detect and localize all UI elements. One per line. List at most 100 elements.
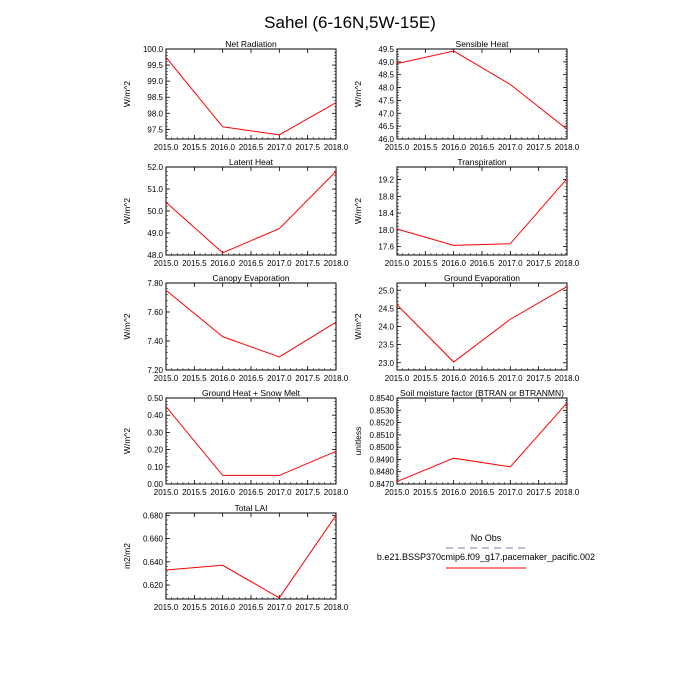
- series-line: [396, 286, 568, 363]
- series-line: [396, 402, 568, 483]
- panel-5: Canopy Evaporation 2015.0 2015.5 2016.0 2016…: [122, 273, 349, 383]
- panel-title: Latent Heat: [229, 157, 274, 167]
- series-line: [165, 171, 337, 254]
- y-tick-label: 7.60: [147, 308, 163, 317]
- x-tick-label: 2016.0: [210, 374, 235, 383]
- y-tick-label: 0.20: [147, 446, 163, 455]
- y-tick-label: 100.0: [143, 45, 164, 54]
- x-tick-label: 2017.0: [498, 488, 523, 497]
- y-tick-label: 49.0: [147, 229, 163, 238]
- y-tick-label: 18.0: [378, 226, 394, 235]
- x-tick-label: 2016.5: [239, 374, 264, 383]
- y-axis-label: W/m^2: [122, 81, 132, 107]
- x-tick-label: 2015.5: [182, 603, 207, 612]
- y-tick-label: 46.0: [378, 135, 394, 144]
- y-tick-label: 0.660: [143, 535, 164, 544]
- x-tick-label: 2017.5: [295, 603, 320, 612]
- x-tick-label: 2017.5: [295, 374, 320, 383]
- x-tick-label: 2016.5: [470, 143, 495, 152]
- panel-title: Total LAI: [234, 503, 267, 513]
- series-line: [396, 178, 568, 246]
- y-tick-label: 0.8480: [370, 468, 395, 477]
- y-tick-label: 25.0: [378, 286, 394, 295]
- x-tick-label: 2015.0: [154, 259, 179, 268]
- x-tick-label: 2015.0: [154, 143, 179, 152]
- x-tick-label: 2017.5: [526, 488, 551, 497]
- series-line: [165, 57, 337, 136]
- y-tick-label: 0.8510: [370, 431, 395, 440]
- x-tick-label: 2015.0: [385, 488, 410, 497]
- figure-title: Sahel (6-16N,5W-15E): [264, 13, 436, 32]
- panel-8: Soil moisture factor (BTRAN or BTRANMN) 2…: [353, 388, 580, 497]
- x-tick-label: 2017.5: [295, 143, 320, 152]
- x-tick-label: 2017.0: [267, 259, 292, 268]
- y-tick-label: 0.00: [147, 480, 163, 489]
- y-tick-label: 24.5: [378, 304, 394, 313]
- x-tick-label: 2016.0: [210, 143, 235, 152]
- y-tick-label: 17.6: [378, 243, 394, 252]
- x-tick-label: 2017.0: [267, 488, 292, 497]
- y-tick-label: 0.10: [147, 463, 163, 472]
- y-axis-label: W/m^2: [353, 198, 363, 224]
- x-tick-label: 2018.0: [555, 143, 580, 152]
- y-tick-label: 0.8470: [370, 480, 395, 489]
- y-axis-label: W/m^2: [122, 428, 132, 454]
- y-tick-label: 51.0: [147, 185, 163, 194]
- y-tick-label: 98.5: [147, 93, 163, 102]
- x-tick-label: 2018.0: [324, 143, 349, 152]
- y-tick-label: 18.4: [378, 209, 394, 218]
- y-tick-label: 49.5: [378, 45, 394, 54]
- panel-title: Net Radiation: [225, 39, 277, 49]
- x-tick-label: 2018.0: [324, 374, 349, 383]
- series-line: [165, 406, 337, 476]
- x-tick-label: 2016.0: [441, 259, 466, 268]
- x-tick-label: 2017.0: [498, 143, 523, 152]
- legend-label-model: b.e21.BSSP370cmip6.f09_g17.pacemaker_pac…: [377, 552, 595, 562]
- x-tick-label: 2015.5: [182, 143, 207, 152]
- panel-title: Canopy Evaporation: [212, 273, 289, 283]
- panel-frame: [165, 397, 337, 485]
- x-tick-label: 2016.0: [210, 259, 235, 268]
- x-tick-label: 2016.5: [239, 143, 264, 152]
- legend-label-obs: No Obs: [471, 533, 502, 543]
- series-line: [165, 515, 337, 599]
- y-tick-label: 0.8500: [370, 443, 395, 452]
- y-tick-label: 0.8490: [370, 455, 395, 464]
- y-tick-label: 48.0: [147, 251, 163, 260]
- y-tick-label: 0.620: [143, 581, 164, 590]
- y-axis-label: W/m^2: [122, 198, 132, 224]
- y-tick-label: 98.0: [147, 109, 163, 118]
- series-line: [396, 50, 568, 130]
- x-tick-label: 2017.5: [526, 259, 551, 268]
- y-tick-label: 47.0: [378, 109, 394, 118]
- y-tick-label: 0.8540: [370, 394, 395, 403]
- x-tick-label: 2018.0: [324, 488, 349, 497]
- y-tick-label: 99.5: [147, 61, 163, 70]
- y-tick-label: 50.0: [147, 207, 163, 216]
- x-tick-label: 2015.0: [385, 259, 410, 268]
- x-tick-label: 2017.5: [295, 259, 320, 268]
- panel-frame: [396, 166, 568, 256]
- x-tick-label: 2016.0: [210, 488, 235, 497]
- y-tick-label: 46.5: [378, 122, 394, 131]
- x-tick-label: 2016.0: [441, 143, 466, 152]
- panel-title: Transpiration: [457, 157, 507, 167]
- x-tick-label: 2017.0: [498, 259, 523, 268]
- y-tick-label: 0.640: [143, 558, 164, 567]
- x-tick-label: 2016.0: [210, 603, 235, 612]
- panel-title: Soil moisture factor (BTRAN or BTRANMN): [400, 388, 564, 398]
- x-tick-label: 2015.5: [413, 259, 438, 268]
- x-tick-label: 2017.0: [267, 143, 292, 152]
- panel-frame: [165, 166, 337, 256]
- y-tick-label: 23.0: [378, 359, 394, 368]
- x-tick-label: 2018.0: [324, 259, 349, 268]
- x-tick-label: 2016.5: [239, 603, 264, 612]
- x-tick-label: 2015.0: [385, 143, 410, 152]
- x-tick-label: 2017.0: [267, 603, 292, 612]
- y-tick-label: 7.20: [147, 366, 163, 375]
- y-axis-label: unitless: [353, 427, 363, 456]
- x-tick-label: 2017.5: [526, 143, 551, 152]
- x-tick-label: 2015.0: [385, 374, 410, 383]
- y-tick-label: 7.40: [147, 337, 163, 346]
